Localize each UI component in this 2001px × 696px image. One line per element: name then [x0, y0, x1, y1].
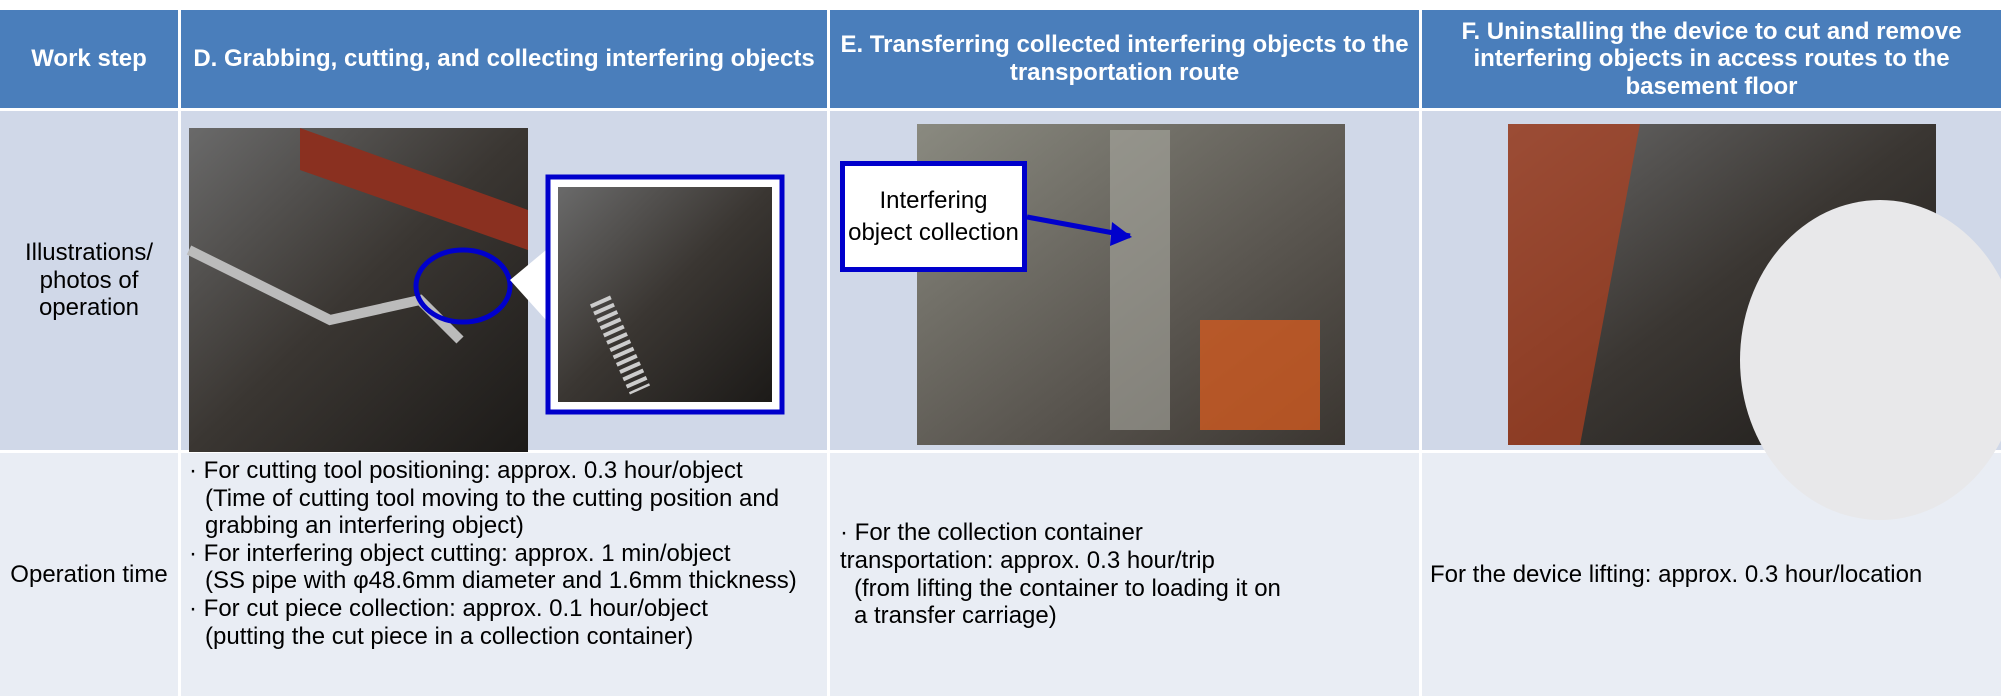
inset-photo — [558, 187, 772, 402]
photo-detail — [589, 295, 651, 395]
arrowhead — [1110, 222, 1132, 246]
header-cell: Work step — [0, 10, 178, 108]
header-cell: D. Grabbing, cutting, and collecting int… — [181, 10, 827, 108]
item: · For interfering object cutting: approx… — [189, 539, 731, 567]
pointer — [510, 250, 546, 320]
photo-detail — [1110, 130, 1170, 430]
header-cell: F. Uninstalling the device to cut and re… — [1422, 10, 2001, 108]
photo-detail — [1508, 124, 1640, 445]
text-cell: · For cutting tool positioning: approx. … — [181, 453, 827, 696]
callout: Interfering object collection — [840, 161, 1027, 272]
note: (Time of cutting tool moving to the cutt… — [205, 484, 780, 540]
row-label: Operation time — [0, 453, 178, 696]
item: · For cut piece collection: approx. 0.1 … — [189, 594, 708, 622]
header-cell: E. Transferring collected interfering ob… — [830, 10, 1419, 108]
note: (SS pipe with φ48.6mm diameter and 1.6mm… — [205, 567, 797, 595]
row-label: Illustrations/ photos of operation — [0, 111, 178, 450]
note: (putting the cut piece in a collection c… — [205, 622, 694, 650]
photo-detail — [1740, 200, 2001, 520]
photo-detail — [300, 128, 528, 250]
text-cell: · For the collection container transport… — [830, 453, 1419, 696]
item: · For the collection container transport… — [840, 519, 1215, 574]
item: · For cutting tool positioning: approx. … — [189, 457, 743, 484]
photo-detail — [1200, 320, 1320, 430]
highlight — [413, 247, 513, 325]
note: (from lifting the container to loading i… — [854, 574, 1281, 630]
